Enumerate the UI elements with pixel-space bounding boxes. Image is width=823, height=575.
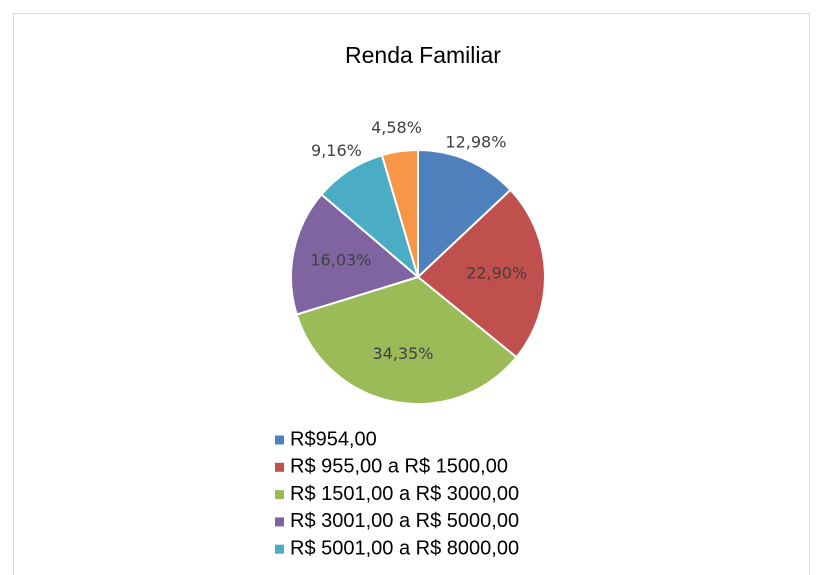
data-label: 16,03%: [310, 251, 371, 270]
pie-slice: [416, 188, 546, 359]
legend-label: R$ 1501,00 a R$ 3000,00: [290, 483, 519, 505]
pie-slice: [295, 275, 518, 405]
data-label: 9,16%: [311, 141, 362, 160]
legend-swatch: [275, 435, 284, 445]
data-label: 12,98%: [445, 132, 506, 151]
legend-label: R$ 3001,00 a R$ 5000,00: [290, 510, 519, 532]
pie-slice: [290, 193, 421, 316]
legend-swatch: [275, 490, 284, 500]
legend-label: R$954,00: [290, 428, 377, 450]
pie-slice: [380, 148, 419, 278]
legend-swatch: [275, 544, 284, 554]
data-label: 4,58%: [371, 118, 422, 137]
pie-slice: [417, 148, 512, 280]
legend-label: R$ 955,00 a R$ 1500,00: [290, 456, 508, 478]
chart-title: Renda Familiar: [345, 42, 501, 68]
legend-label: R$ 5001,00 a R$ 8000,00: [290, 537, 519, 559]
data-label: 22,90%: [466, 264, 527, 283]
legend-swatch: [275, 462, 284, 472]
data-label: 34,35%: [372, 344, 433, 363]
legend-swatch: [275, 517, 284, 527]
